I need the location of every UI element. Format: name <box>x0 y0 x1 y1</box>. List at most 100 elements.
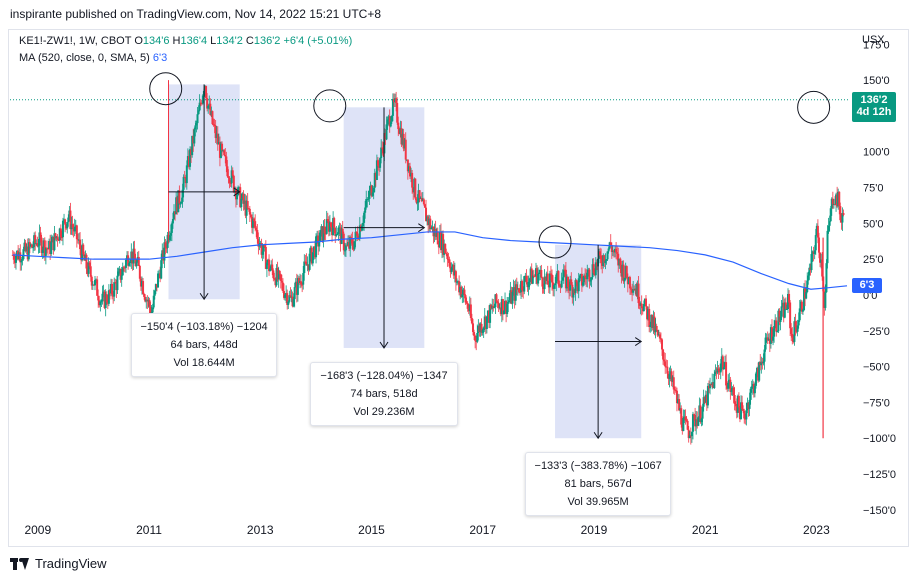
candle <box>609 242 612 246</box>
candle <box>725 362 728 386</box>
candle <box>211 111 214 125</box>
candle <box>705 394 708 406</box>
measure-stats-3[interactable]: −133'3 (−383.78%) −1067 81 bars, 567d Vo… <box>525 452 672 517</box>
candle <box>814 235 817 251</box>
candle <box>222 150 225 152</box>
candle <box>369 185 372 191</box>
candle <box>773 326 776 337</box>
candle <box>67 217 70 223</box>
candle <box>240 198 243 208</box>
candle <box>321 226 324 242</box>
candle <box>397 122 400 130</box>
candle <box>313 246 316 258</box>
candle <box>657 334 660 336</box>
candle <box>229 182 232 184</box>
candle <box>426 216 429 222</box>
candle <box>209 103 212 115</box>
candle <box>669 371 672 375</box>
candle <box>703 397 706 403</box>
candle <box>181 189 184 202</box>
candle <box>617 253 620 266</box>
candle <box>294 281 297 288</box>
candle <box>325 219 328 234</box>
candle <box>415 198 418 203</box>
footer-brand[interactable]: TradingView <box>10 556 107 571</box>
candle <box>815 225 818 236</box>
candle <box>624 266 627 278</box>
candle <box>357 238 360 240</box>
candle <box>507 302 510 304</box>
candle <box>77 239 80 241</box>
candle <box>472 323 475 333</box>
y-tick-label: 175'0 <box>863 39 890 51</box>
ma-legend[interactable]: MA (520, close, 0, SMA, 5) 6'3 <box>19 52 167 64</box>
candle <box>119 268 122 280</box>
candle <box>537 274 540 284</box>
candle <box>244 200 247 216</box>
candle <box>560 280 563 288</box>
candle <box>614 248 617 253</box>
candle <box>379 158 382 168</box>
candle <box>808 267 811 276</box>
candle <box>339 227 342 244</box>
candle <box>468 304 471 312</box>
candle <box>839 206 842 221</box>
candle <box>543 276 546 290</box>
candle <box>26 246 29 260</box>
arrow-head <box>233 187 241 197</box>
candle <box>123 267 126 269</box>
candle <box>322 226 325 242</box>
candle <box>447 259 450 261</box>
candle <box>16 250 19 256</box>
currency-label[interactable]: USX <box>862 34 885 46</box>
candle <box>340 228 343 244</box>
arrow-head <box>418 223 426 233</box>
candle <box>532 275 535 277</box>
candle <box>182 176 185 190</box>
candle <box>40 237 43 254</box>
symbol-legend[interactable]: KE1!-ZW1!, 1W, CBOT O134'6 H136'4 L134'2… <box>19 35 352 47</box>
candle <box>395 98 398 103</box>
candle <box>572 289 575 298</box>
candle <box>268 259 271 272</box>
candle <box>607 248 610 252</box>
candle <box>107 290 110 304</box>
candle <box>13 259 16 263</box>
candle <box>302 273 305 285</box>
candle <box>92 284 95 286</box>
candle <box>765 337 768 339</box>
candle <box>652 316 655 328</box>
measure-stats-1[interactable]: −150'4 (−103.18%) −1204 64 bars, 448d Vo… <box>131 313 278 378</box>
candle <box>157 273 160 288</box>
candle <box>787 293 790 310</box>
candle <box>166 234 169 248</box>
measure-stats-2[interactable]: −168'3 (−128.04%) −1347 74 bars, 518d Vo… <box>310 361 458 426</box>
candle <box>605 259 608 261</box>
candle <box>56 236 59 240</box>
candle <box>445 253 448 255</box>
candle <box>594 262 597 276</box>
candle <box>356 233 359 239</box>
candle <box>697 417 700 426</box>
candle <box>789 302 792 329</box>
x-tick-label: 2009 <box>24 523 51 537</box>
candle <box>410 172 413 177</box>
candle <box>801 310 804 312</box>
candle <box>422 199 425 205</box>
candle <box>714 371 717 374</box>
candle <box>631 289 634 293</box>
candle <box>781 302 784 307</box>
candle <box>552 282 555 289</box>
candle <box>776 331 779 333</box>
candle <box>106 302 109 304</box>
candle <box>790 328 793 334</box>
candle <box>783 302 786 318</box>
candle <box>615 248 618 253</box>
candle <box>463 289 466 296</box>
arrow-head <box>634 337 643 346</box>
candle <box>452 264 455 276</box>
measure-bars: 74 bars, 518d <box>350 387 418 400</box>
candle <box>533 275 536 277</box>
open-label: O <box>134 35 143 47</box>
